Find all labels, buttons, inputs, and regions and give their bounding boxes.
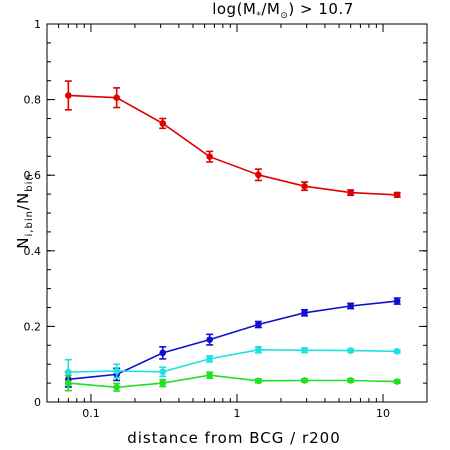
data-point <box>301 309 308 317</box>
ylabel-slash: / <box>14 204 32 210</box>
y-tick-label: 0.8 <box>24 94 42 107</box>
data-point <box>347 377 354 384</box>
data-point <box>159 379 167 387</box>
data-point <box>65 92 72 99</box>
y-tick-label: 0 <box>34 396 41 409</box>
data-point <box>393 297 401 305</box>
title-sun: ⊙ <box>280 11 288 21</box>
x-tick-label: 10 <box>376 407 390 420</box>
title-star: * <box>256 11 261 21</box>
data-point <box>393 191 401 199</box>
title-prefix: log(M <box>212 0 256 18</box>
x-tick-label: 1 <box>234 407 241 420</box>
data-point <box>255 321 262 328</box>
data-point <box>255 377 262 385</box>
x-tick-label: 0.1 <box>82 407 100 420</box>
y-tick-label: 1 <box>34 18 41 31</box>
data-point <box>206 153 213 160</box>
data-point <box>65 368 72 376</box>
y-tick-label: 0.2 <box>24 320 42 333</box>
plot-frame <box>46 23 428 403</box>
data-point <box>159 349 167 357</box>
data-point <box>113 94 120 102</box>
data-point <box>301 346 308 354</box>
series-line-0 <box>68 94 398 196</box>
data-point <box>159 368 167 376</box>
data-point <box>255 346 262 354</box>
data-point <box>301 377 308 384</box>
y-tick-label: 0.4 <box>24 245 42 258</box>
data-point <box>113 367 120 375</box>
data-point <box>393 378 401 385</box>
data-point <box>347 302 354 310</box>
y-axis-label: Ni,bin/Nbin <box>14 173 35 248</box>
data-point <box>65 379 72 387</box>
data-point <box>206 371 213 379</box>
data-point <box>206 336 213 343</box>
data-point <box>113 383 120 391</box>
data-point <box>206 355 213 363</box>
data-point <box>301 182 308 190</box>
data-point <box>255 171 262 179</box>
plot-area: 0 0.2 0.4 0.6 0.8 1 0.1 1 10 <box>24 18 428 420</box>
y-tick-label: 0.6 <box>24 169 42 182</box>
chart-title: log(M*/M⊙) > 10.7 <box>212 0 354 21</box>
title-mid: /M <box>261 0 280 18</box>
ylabel-sub1: i,bin <box>24 210 35 236</box>
ylabel-n1: N <box>14 236 32 248</box>
ylabel-sub2: bin <box>24 173 35 191</box>
data-point <box>347 347 354 354</box>
x-axis-label: distance from BCG / r200 <box>127 429 341 447</box>
data-point <box>393 348 401 355</box>
title-suffix: ) > 10.7 <box>288 0 353 18</box>
data-point <box>159 120 167 127</box>
ylabel-n2: N <box>14 192 32 204</box>
series-line-2 <box>68 348 398 373</box>
series-line-3 <box>68 374 398 389</box>
data-point <box>347 189 354 196</box>
